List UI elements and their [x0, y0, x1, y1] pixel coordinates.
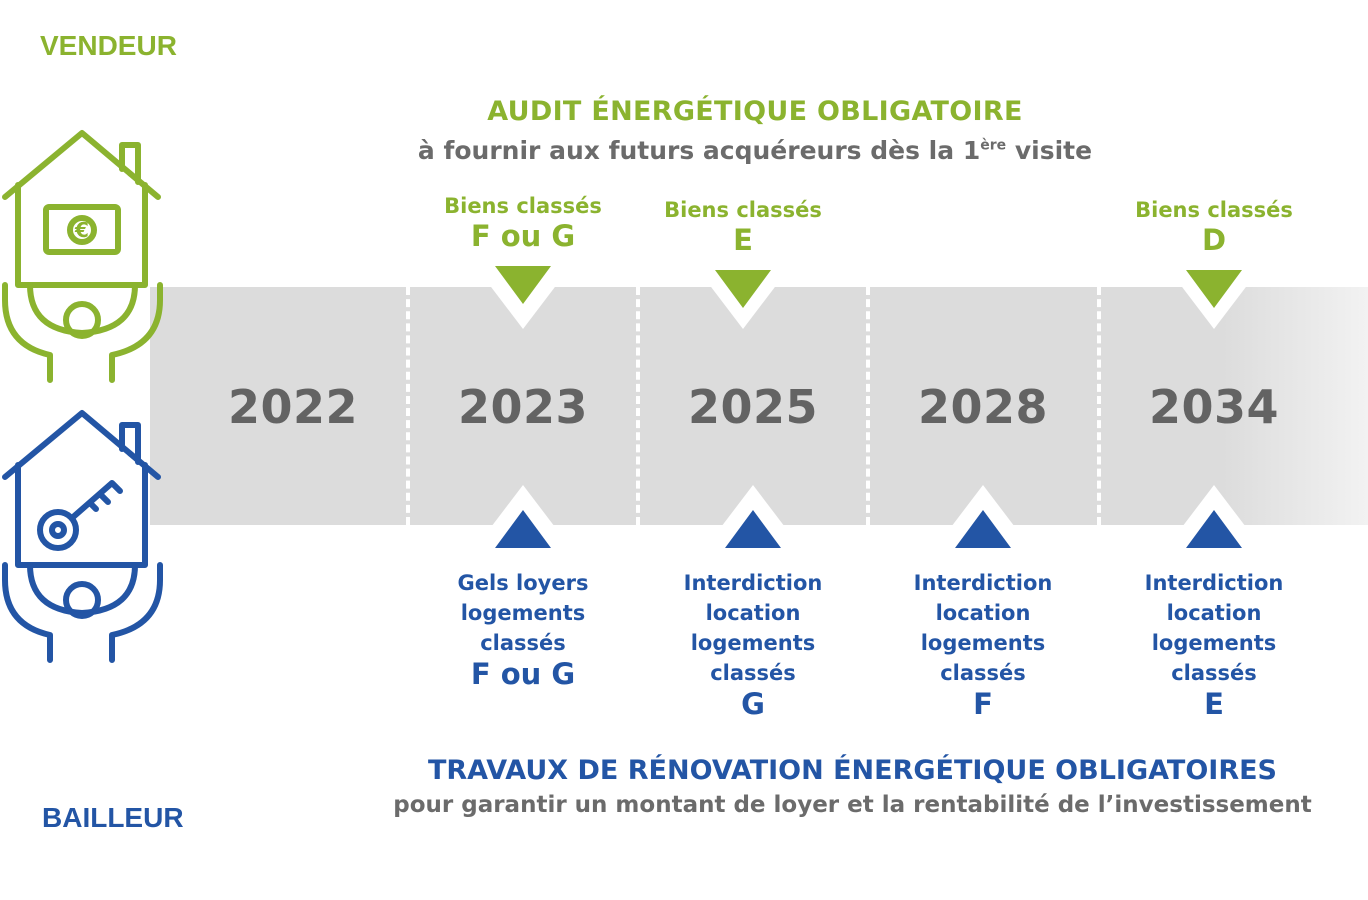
landlord-event-line: Gels loyers — [457, 571, 589, 595]
seller-event-2023: Biens classés F ou G — [408, 194, 638, 254]
seller-event-class: F ou G — [470, 219, 576, 254]
down-arrow-icon — [715, 270, 771, 308]
landlord-event-line: logements — [1151, 631, 1277, 655]
timeline-divider — [1097, 287, 1101, 525]
landlord-event-class: E — [1204, 687, 1224, 721]
landlord-event-2025: Interdiction location logements classés … — [638, 568, 868, 720]
house-key-person-icon — [2, 410, 163, 663]
landlord-event-line: Interdiction — [1144, 571, 1284, 595]
landlord-event-line: classés — [940, 661, 1026, 685]
year-2025: 2025 — [687, 380, 819, 434]
landlord-event-line: logements — [460, 601, 586, 625]
timeline-divider — [406, 287, 410, 525]
landlord-label: BAILLEUR — [42, 802, 184, 833]
landlord-event-line: logements — [920, 631, 1046, 655]
up-arrow-icon — [495, 510, 551, 548]
audit-subtitle-sup: ère — [980, 137, 1007, 154]
up-arrow-icon — [1186, 510, 1242, 548]
svg-text:€: € — [74, 218, 89, 242]
timeline-divider — [866, 287, 870, 525]
year-2022: 2022 — [227, 380, 359, 434]
timeline-divider — [636, 287, 640, 525]
house-money-person-icon: € — [2, 130, 163, 383]
landlord-event-line: classés — [710, 661, 796, 685]
audit-title: AUDIT ÉNERGÉTIQUE OBLIGATOIRE — [487, 96, 1023, 127]
up-arrow-icon — [955, 510, 1011, 548]
audit-subtitle-text: à fournir aux futurs acquéreurs dès la 1 — [417, 136, 981, 165]
year-2023: 2023 — [457, 380, 589, 434]
renovation-subtitle: pour garantir un montant de loyer et la … — [393, 792, 1312, 818]
renovation-title: TRAVAUX DE RÉNOVATION ÉNERGÉTIQUE OBLIGA… — [427, 755, 1278, 786]
landlord-event-2034: Interdiction location logements classés … — [1099, 568, 1329, 720]
seller-event-label: Biens classés — [1135, 198, 1293, 222]
landlord-event-line: classés — [1171, 661, 1257, 685]
seller-event-2034: Biens classés D — [1099, 198, 1329, 258]
landlord-event-line: location — [705, 601, 801, 625]
seller-event-2025: Biens classés E — [628, 198, 858, 258]
audit-subtitle-end: visite — [1006, 136, 1093, 165]
landlord-event-2023: Gels loyers logements classés F ou G — [408, 568, 638, 690]
landlord-event-line: classés — [480, 631, 566, 655]
landlord-event-line: location — [1166, 601, 1262, 625]
audit-subtitle: à fournir aux futurs acquéreurs dès la 1… — [380, 136, 1130, 165]
down-arrow-icon — [495, 266, 551, 304]
down-arrow-icon — [1186, 270, 1242, 308]
landlord-event-line: location — [935, 601, 1031, 625]
seller-event-class: D — [1201, 223, 1227, 258]
landlord-event-class: F ou G — [470, 657, 576, 691]
landlord-event-class: F — [973, 687, 993, 721]
landlord-event-line: logements — [690, 631, 816, 655]
landlord-event-class: G — [741, 687, 765, 721]
seller-event-label: Biens classés — [444, 194, 602, 218]
landlord-event-line: Interdiction — [683, 571, 823, 595]
landlord-event-line: Interdiction — [913, 571, 1053, 595]
year-2028: 2028 — [917, 380, 1049, 434]
seller-event-label: Biens classés — [664, 198, 822, 222]
landlord-event-2028: Interdiction location logements classés … — [868, 568, 1098, 720]
year-2034: 2034 — [1148, 380, 1280, 434]
seller-event-class: E — [733, 223, 753, 258]
up-arrow-icon — [725, 510, 781, 548]
seller-label: VENDEUR — [40, 30, 177, 61]
